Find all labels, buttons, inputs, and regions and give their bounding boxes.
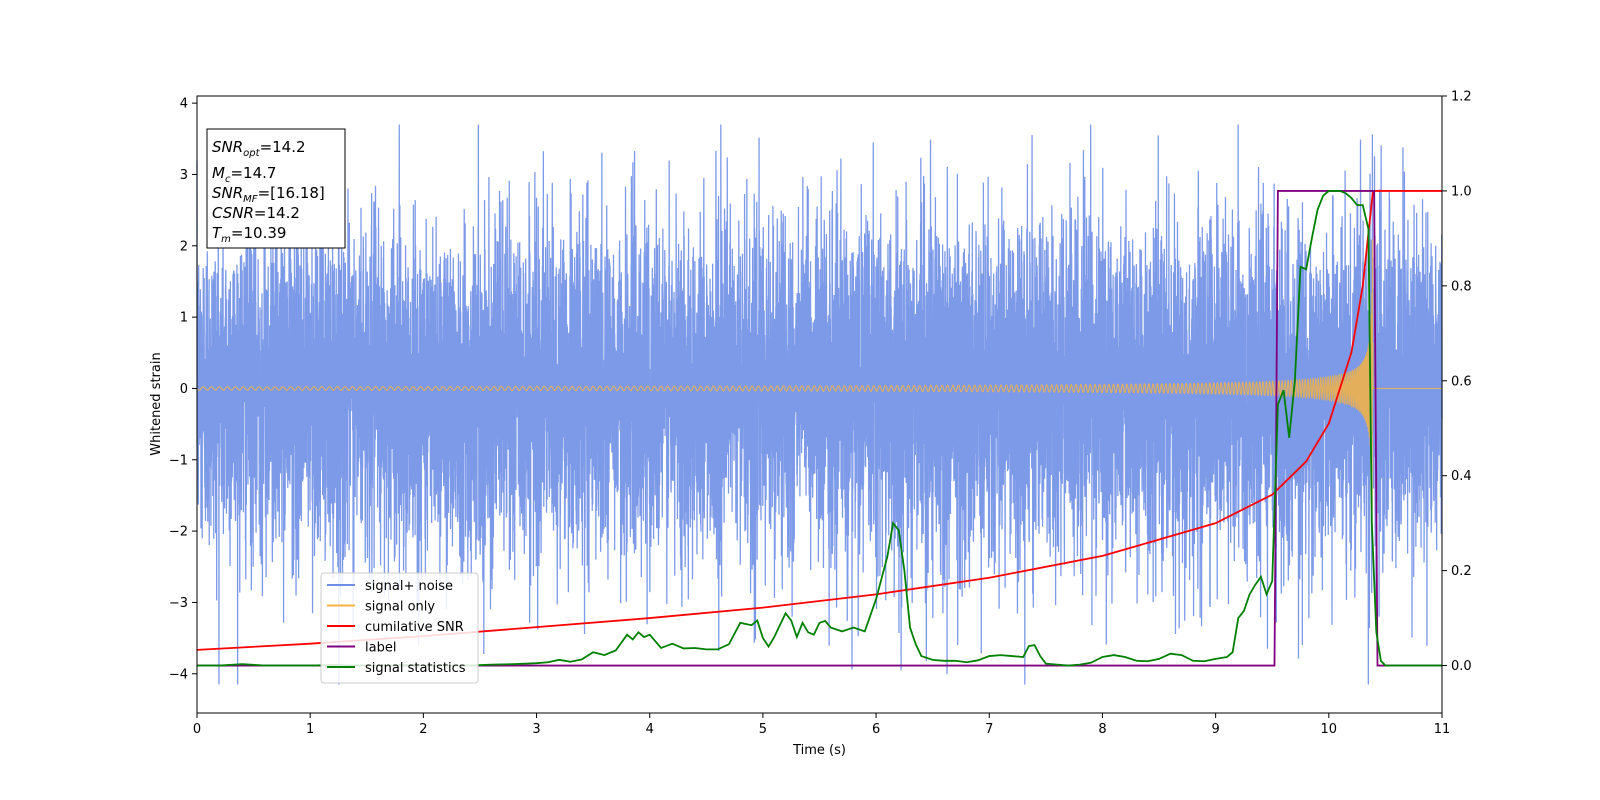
legend: signal+ noise signal only cumilative SNR… <box>320 572 479 684</box>
y-left-tick-label: 1 <box>180 311 188 326</box>
y-left-tick-label: −1 <box>169 453 188 468</box>
y-axis-label: Whitened strain <box>149 352 164 455</box>
x-tick-label: 10 <box>1321 722 1338 737</box>
y-left-tick-label: 3 <box>180 168 188 183</box>
series-signal-only <box>196 239 1442 510</box>
info-mc: Mc=14.7 <box>212 164 276 185</box>
y-right-tick-label: 1.2 <box>1451 90 1472 105</box>
series-signal-noise <box>196 124 1443 685</box>
info-box: SNRopt=14.2 Mc=14.7 SNRMF=[16.18] CSNR=1… <box>206 128 346 249</box>
x-tick-label: 1 <box>306 722 314 737</box>
x-tick-label: 5 <box>759 722 767 737</box>
info-csnr: CSNR=14.2 <box>212 204 300 222</box>
x-tick-label: 3 <box>532 722 540 737</box>
y-left-tick-label: 0 <box>180 382 188 397</box>
y-right-tick-label: 0.0 <box>1451 659 1472 674</box>
x-tick-label: 6 <box>872 722 880 737</box>
series-cumulative-snr <box>196 190 1442 651</box>
x-tick-label: 11 <box>1434 722 1451 737</box>
x-tick-label: 7 <box>985 722 993 737</box>
y-right-tick-label: 1.0 <box>1451 184 1472 199</box>
plot-frame <box>196 95 1443 714</box>
legend-label-signal-noise: signal+ noise <box>365 579 453 594</box>
info-tm: Tm=10.39 <box>212 224 286 245</box>
y-right-tick-label: 0.8 <box>1451 279 1472 294</box>
x-tick-label: 8 <box>1098 722 1106 737</box>
info-snr-mf: SNRMF=[16.18] <box>212 184 325 205</box>
legend-label-signal-statistics: signal statistics <box>365 661 466 676</box>
legend-label-label: label <box>365 641 396 656</box>
y-right-tick-label: 0.6 <box>1451 374 1472 389</box>
x-tick-label: 2 <box>419 722 427 737</box>
info-snr-opt: SNRopt=14.2 <box>212 138 306 159</box>
y-left-tick-label: 2 <box>180 239 188 254</box>
x-tick-label: 9 <box>1211 722 1219 737</box>
legend-label-signal-only: signal only <box>365 600 435 615</box>
data-layer <box>196 124 1443 685</box>
y-right-tick-label: 0.2 <box>1451 564 1472 579</box>
y-left-tick-label: −3 <box>169 596 188 611</box>
x-tick-label: 0 <box>193 722 201 737</box>
x-axis-label: Time (s) <box>792 743 846 758</box>
ticks-layer: 0 1 2 3 4 5 6 7 8 9 10 11 −4 −3 −2 −1 0 1 2 3 4 0.0 0.2 0.4 0.6 0… <box>169 90 1472 738</box>
series-signal-statistics <box>197 190 1442 667</box>
y-right-tick-label: 0.4 <box>1451 469 1472 484</box>
x-tick-label: 4 <box>646 722 654 737</box>
y-left-tick-label: 4 <box>180 97 188 112</box>
y-left-tick-label: −2 <box>169 525 188 540</box>
legend-label-cumulative-snr: cumilative SNR <box>365 620 464 635</box>
y-left-tick-label: −4 <box>169 667 188 682</box>
